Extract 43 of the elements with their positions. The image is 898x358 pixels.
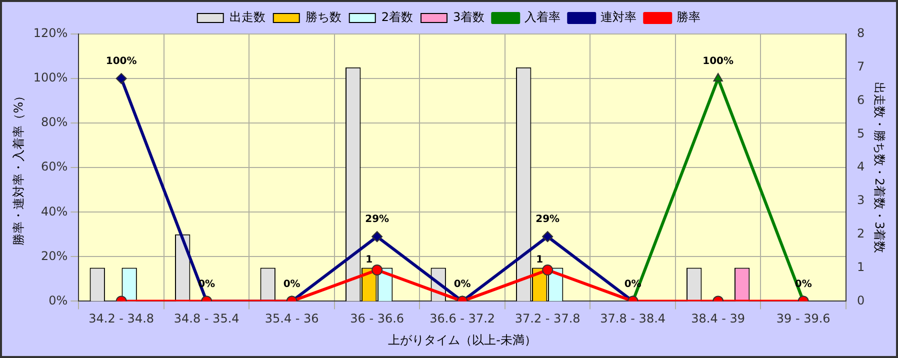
legend-label: 入着率	[524, 10, 561, 24]
y-tick-label: 80%	[41, 115, 68, 130]
y2-tick-label: 8	[856, 26, 865, 40]
y2-tick-label: 5	[856, 126, 865, 140]
y2-axis-title: 出走数・勝ち数・2着数・3着数	[872, 82, 887, 254]
y2-tick-label: 2	[856, 226, 865, 241]
x-tick-label: 38.4 - 39	[691, 312, 746, 326]
x-tick-label: 37.8 - 38.4	[600, 312, 666, 326]
legend-label: 勝ち数	[305, 10, 342, 24]
data-label: 1	[536, 254, 544, 266]
data-label: 1	[366, 254, 373, 266]
y2-tick-label: 6	[856, 92, 865, 107]
data-label: 0%	[283, 278, 300, 290]
y2-tick-label: 1	[856, 260, 865, 274]
legend-label: 出走数	[229, 10, 266, 24]
y-tick-label: 20%	[41, 248, 68, 263]
data-label: 100%	[702, 56, 734, 68]
x-tick-label: 36 - 36.6	[350, 312, 404, 326]
data-label: 0%	[454, 278, 471, 290]
y2-tick-label: 0	[856, 293, 865, 308]
x-tick-label: 39 - 39.6	[776, 312, 830, 326]
data-label: 29%	[365, 214, 390, 226]
legend-label: 2着数	[381, 10, 414, 24]
x-tick-label: 37.2 - 37.8	[514, 312, 580, 326]
y-axis-title: 勝率・連対率・入着率（%）	[11, 90, 26, 246]
y-tick-label: 40%	[41, 204, 68, 218]
x-tick-label: 36.6 - 37.2	[430, 312, 496, 326]
x-tick-label: 35.4 - 36	[264, 312, 319, 326]
y2-tick-label: 7	[856, 60, 865, 74]
y2-tick-label: 3	[856, 193, 865, 208]
legend-label: 連対率	[600, 10, 637, 24]
y-tick-label: 100%	[33, 70, 68, 85]
legend-label: 勝率	[676, 10, 701, 24]
y-tick-label: 120%	[33, 26, 68, 40]
y-tick-label: 0%	[48, 293, 68, 308]
legend-label: 3着数	[453, 10, 485, 24]
data-label: 29%	[536, 214, 560, 226]
x-axis-title: 上がりタイム（以上-未満）	[388, 332, 537, 347]
data-label: 100%	[106, 56, 137, 68]
x-tick-label: 34.8 - 35.4	[174, 312, 240, 326]
x-tick-label: 34.2 - 34.8	[88, 312, 154, 326]
y-tick-label: 60%	[41, 160, 68, 174]
y2-tick-label: 4	[856, 160, 865, 174]
